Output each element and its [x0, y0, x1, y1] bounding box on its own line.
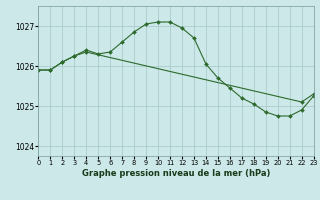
X-axis label: Graphe pression niveau de la mer (hPa): Graphe pression niveau de la mer (hPa)	[82, 169, 270, 178]
